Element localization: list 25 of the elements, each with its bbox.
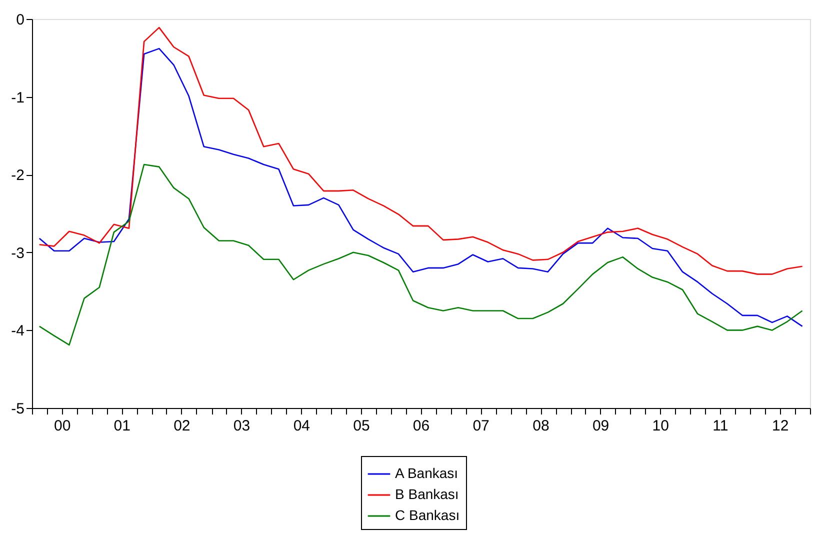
y-tick-label: -2	[11, 167, 24, 184]
x-tick-label: 02	[174, 418, 190, 434]
x-tick-label: 11	[712, 418, 728, 434]
x-tick-label: 05	[353, 418, 370, 434]
x-tick-label: 12	[772, 418, 789, 434]
x-tick-label: 07	[472, 418, 490, 434]
x-tick-label: 01	[114, 418, 130, 434]
legend-label: A Bankası	[395, 465, 458, 481]
y-tick-label: 0	[16, 12, 24, 28]
line-series	[38, 164, 803, 346]
y-tick-label: -3	[11, 244, 24, 262]
x-tick-label: 09	[592, 418, 610, 434]
line-series	[38, 26, 803, 275]
x-tick-label: 08	[532, 418, 550, 434]
y-tick-label: -5	[11, 400, 24, 418]
x-tick-label: 04	[293, 418, 310, 434]
legend-label: C Bankası	[395, 507, 460, 523]
x-tick-label: 10	[652, 418, 669, 434]
x-tick-label: 06	[412, 418, 430, 434]
legend-label: B Bankası	[395, 486, 459, 502]
x-tick-label: 03	[233, 418, 250, 434]
x-tick-label: 00	[54, 418, 71, 434]
y-tick-label: -4	[11, 322, 24, 340]
y-tick-label: -1	[11, 89, 24, 106]
line-series	[38, 48, 803, 327]
